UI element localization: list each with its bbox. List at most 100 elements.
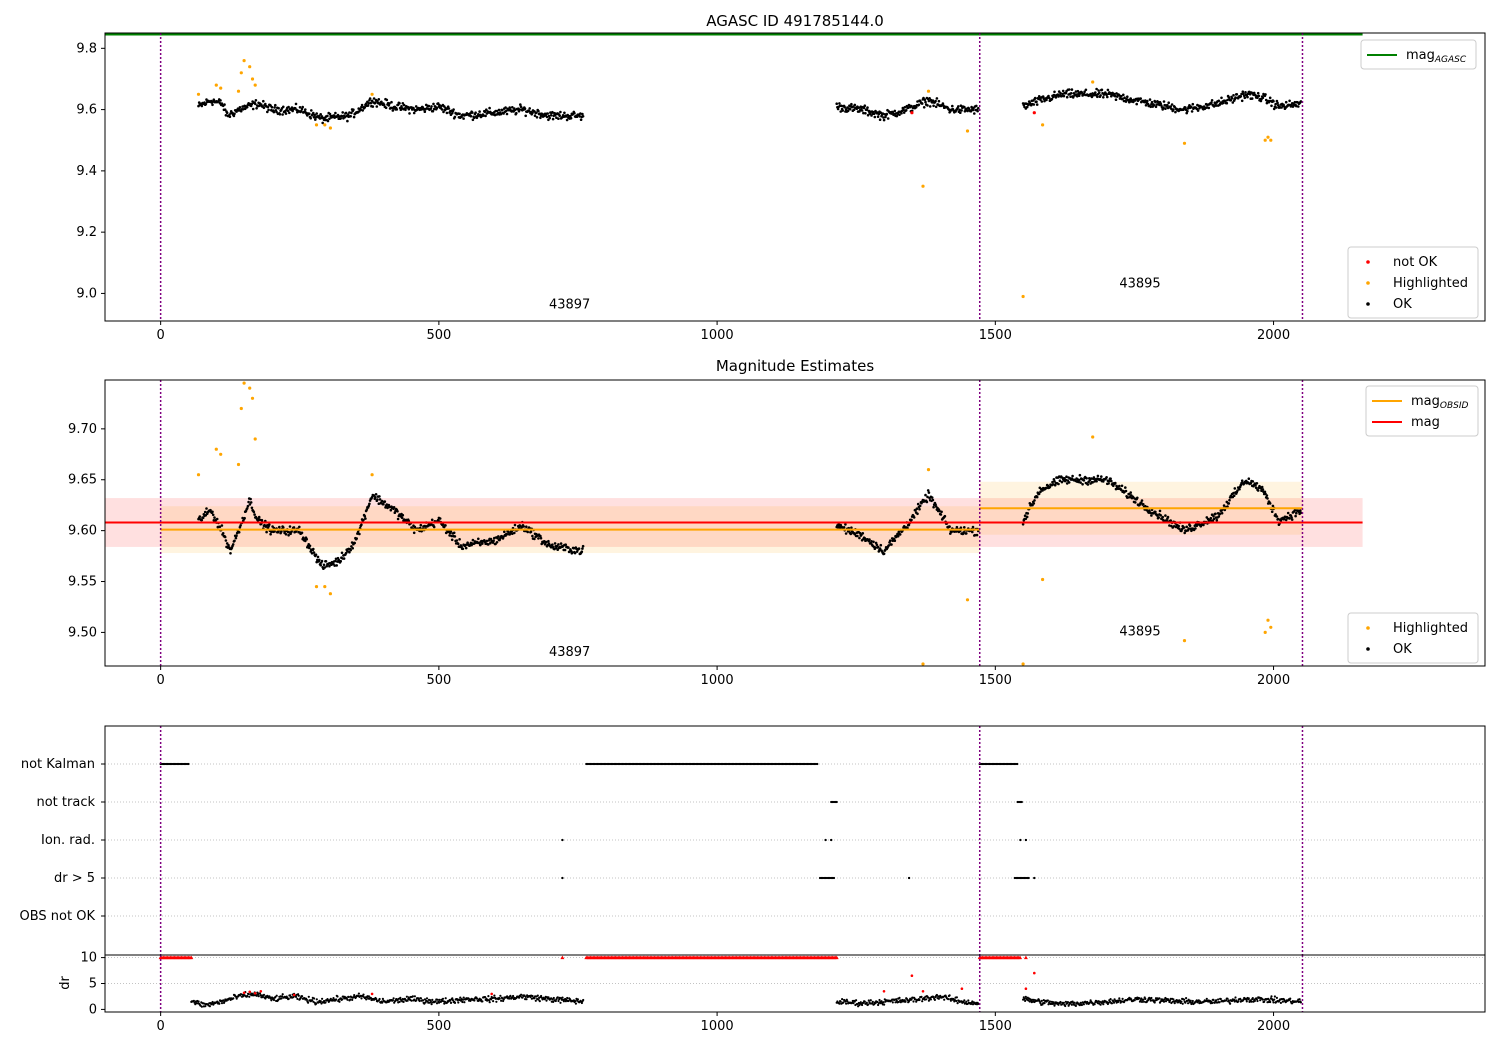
data-point-ok	[423, 524, 427, 528]
data-point-ok	[314, 118, 317, 121]
data-point-ok	[545, 540, 548, 544]
data-point-ok	[414, 105, 418, 108]
data-point-ok	[1183, 531, 1186, 535]
data-point-ok	[1256, 91, 1260, 95]
data-point-highlighted	[370, 92, 374, 96]
data-point-ok	[856, 534, 859, 538]
data-point-ok	[529, 530, 533, 533]
data-point-ok	[326, 114, 329, 118]
dr-point	[912, 1000, 915, 1003]
dr-point	[955, 996, 959, 999]
data-point-ok	[1191, 102, 1195, 106]
x-tick-label: 1500	[979, 673, 1012, 688]
dr-point	[315, 1002, 318, 1005]
data-point-ok	[264, 102, 267, 106]
dr-point-flagged	[1024, 987, 1028, 990]
data-point-ok	[1026, 512, 1030, 515]
data-point-ok	[388, 102, 391, 105]
dr-point	[1245, 1000, 1248, 1003]
dr-point	[256, 991, 259, 994]
data-point-ok	[377, 98, 381, 101]
data-point-ok	[1247, 477, 1251, 481]
data-point-ok	[1086, 483, 1090, 486]
data-point-ok	[872, 540, 875, 544]
dr-point	[434, 1000, 437, 1003]
data-point-ok	[866, 106, 869, 109]
data-point-ok	[1027, 103, 1030, 107]
data-point-ok	[914, 106, 918, 109]
data-point-ok	[1051, 480, 1054, 484]
dr-point	[392, 997, 395, 1000]
obsid-label: 43895	[1119, 624, 1160, 639]
data-point-ok	[904, 109, 908, 112]
data-point-ok	[1233, 487, 1237, 490]
flag-marker	[830, 838, 833, 842]
data-point-ok	[893, 539, 897, 542]
data-point-ok	[1152, 104, 1156, 107]
data-point-ok	[204, 102, 208, 106]
dr-point	[861, 1003, 864, 1007]
data-point-ok	[1194, 527, 1197, 530]
data-point-highlighted	[1021, 662, 1025, 666]
data-point-ok	[246, 504, 250, 508]
dr-point	[967, 999, 970, 1002]
dr-point	[1133, 999, 1136, 1002]
data-point-ok	[916, 100, 919, 103]
data-point-ok	[515, 111, 518, 115]
data-point-ok	[483, 110, 487, 114]
x-tick-label: 1500	[979, 1019, 1012, 1034]
y-tick-label: 9.70	[68, 422, 97, 437]
y-tick-label: 9.60	[68, 524, 97, 539]
data-point-ok	[481, 542, 484, 545]
data-point-ok	[1212, 515, 1215, 518]
data-point-ok	[926, 495, 929, 499]
data-point-ok	[363, 106, 367, 109]
data-point-ok	[248, 503, 252, 506]
data-point-highlighted	[965, 129, 970, 133]
data-point-ok	[344, 111, 348, 115]
data-point-ok	[1139, 97, 1142, 100]
data-point-ok	[966, 109, 969, 113]
data-point-ok	[860, 109, 864, 112]
data-point-ok	[324, 560, 328, 563]
dr-point	[461, 1000, 464, 1004]
data-point-ok	[959, 111, 962, 114]
data-point-ok	[526, 530, 529, 534]
data-point-ok	[1196, 109, 1200, 112]
data-point-ok	[938, 509, 941, 513]
panel-dr: dr 0 500 1000 1500 2000 0 5 10	[58, 951, 1486, 1034]
data-point-ok	[876, 115, 880, 118]
dr-point	[1273, 998, 1276, 1001]
data-point-ok	[203, 510, 207, 514]
dr-point	[232, 997, 235, 1000]
data-point-ok	[1250, 97, 1254, 100]
dr-point	[1158, 997, 1161, 1000]
dr-point	[871, 1000, 874, 1004]
data-point-ok	[1108, 479, 1111, 483]
data-point-ok	[1184, 106, 1187, 109]
data-point-ok	[546, 112, 549, 115]
data-point-ok	[450, 538, 454, 542]
data-point-ok	[1170, 103, 1174, 106]
data-point-ok	[218, 525, 222, 529]
data-point-ok	[238, 106, 242, 109]
data-point-ok	[250, 506, 254, 510]
data-point-ok	[273, 530, 276, 533]
data-point-ok	[1067, 481, 1071, 484]
data-point-highlighted	[323, 585, 327, 589]
data-point-ok	[430, 105, 433, 108]
data-point-ok	[1156, 100, 1160, 104]
data-point-ok	[267, 108, 270, 112]
legend-box	[1347, 246, 1479, 319]
data-point-ok	[318, 558, 321, 562]
dr-point	[280, 997, 283, 1000]
data-point-ok	[910, 518, 913, 522]
data-point-ok	[1062, 94, 1066, 98]
data-point-ok	[535, 116, 539, 119]
data-point-ok	[471, 118, 475, 122]
data-point-ok	[1113, 92, 1116, 96]
data-point-ok	[458, 112, 461, 116]
flag-marker	[1020, 800, 1023, 804]
dr-point	[948, 994, 951, 997]
data-point-ok	[930, 496, 934, 499]
